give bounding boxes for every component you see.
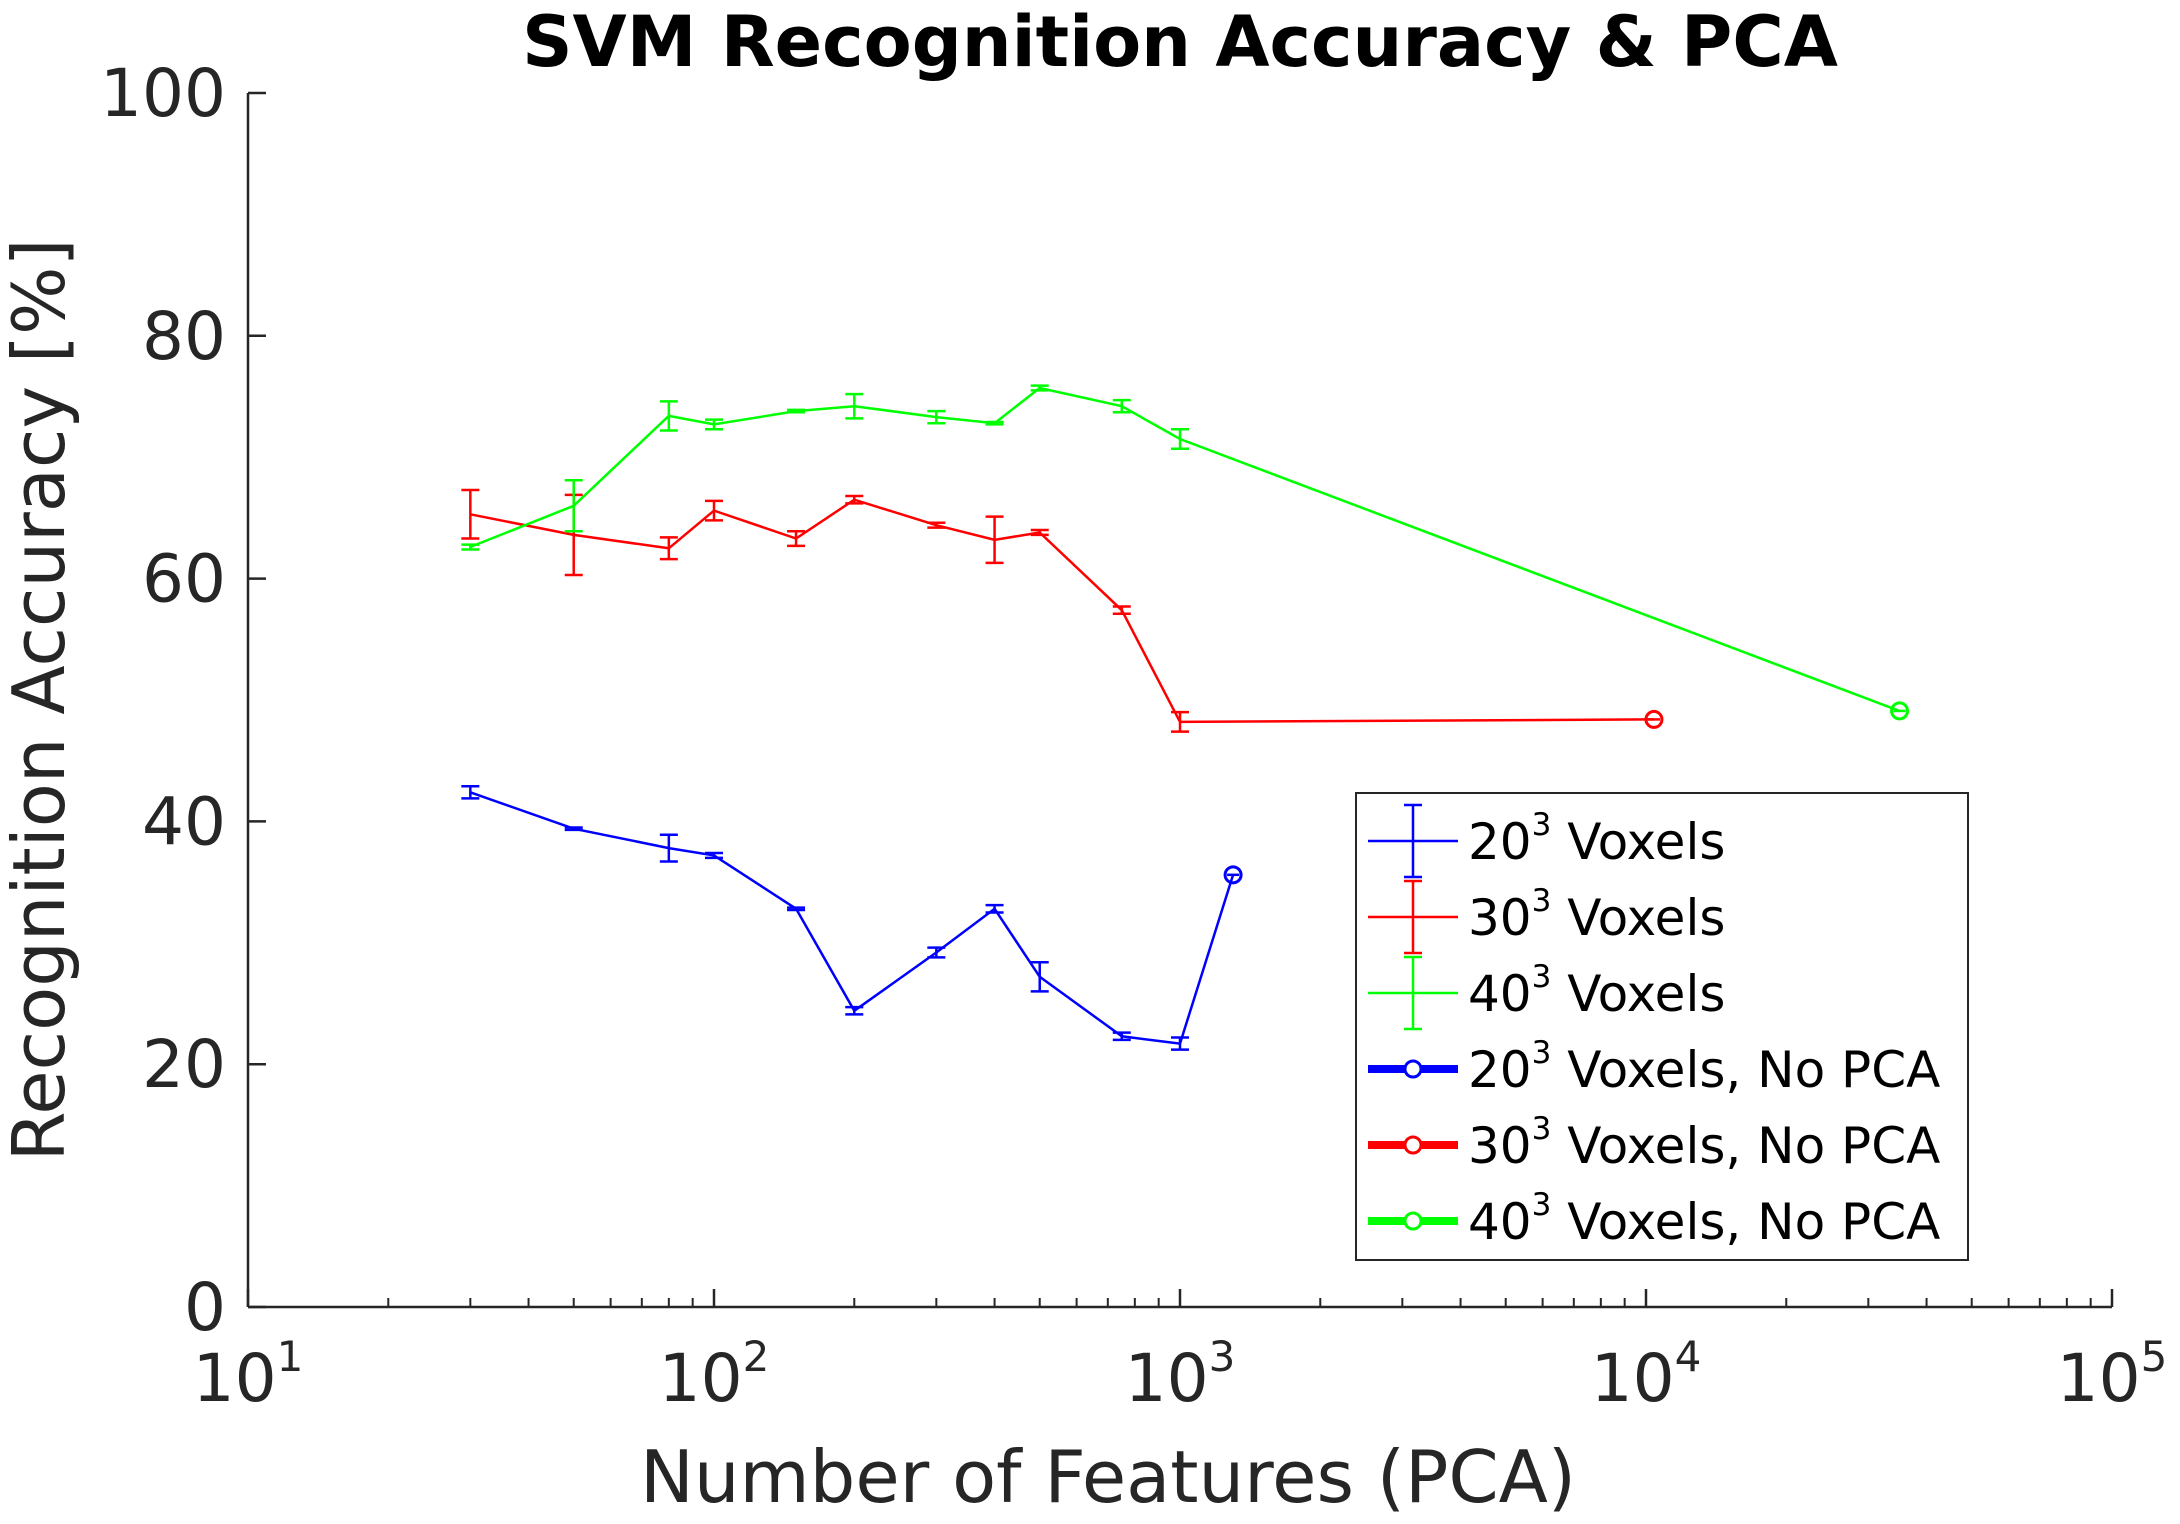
series-line xyxy=(469,386,1900,713)
series-errorbar xyxy=(461,488,1654,733)
plot-axes: 0 20 40 60 80 100 101 102 103 104 105 xyxy=(100,55,2167,1417)
chart-title: SVM Recognition Accuracy & PCA xyxy=(522,1,1838,83)
series-errorbar xyxy=(461,784,1235,1051)
no-pca-marker xyxy=(1223,865,1243,885)
x-axis-label: Number of Features (PCA) xyxy=(640,1435,1576,1519)
y-tick-label: 40 xyxy=(142,783,226,860)
y-tick-label: 20 xyxy=(142,1026,226,1103)
y-axis-label: Recognition Accuracy [%] xyxy=(0,238,81,1161)
x-tick-label: 104 xyxy=(1591,1332,1702,1417)
legend-label: 403 Voxels xyxy=(1468,959,1725,1023)
plot-series xyxy=(461,384,1910,1051)
legend-marker xyxy=(1403,1135,1423,1155)
x-tick-label: 103 xyxy=(1125,1332,1236,1417)
legend-label: 203 Voxels xyxy=(1468,807,1725,871)
x-tick-label: 102 xyxy=(659,1332,770,1417)
series-errorbar xyxy=(461,384,1900,713)
y-tick-label: 100 xyxy=(100,55,226,132)
y-tick-label: 0 xyxy=(184,1269,226,1346)
legend-label: 303 Voxels, No PCA xyxy=(1468,1111,1940,1175)
y-tick-label: 80 xyxy=(142,298,226,375)
no-pca-marker xyxy=(1644,709,1664,729)
legend-label: 403 Voxels, No PCA xyxy=(1468,1187,1940,1251)
x-tick-label: 105 xyxy=(2057,1332,2168,1417)
y-tick-label: 60 xyxy=(142,541,226,618)
no-pca-marker xyxy=(1890,701,1910,721)
series-line xyxy=(469,791,1235,1045)
series-line xyxy=(470,498,1654,724)
legend-label: 203 Voxels, No PCA xyxy=(1468,1035,1940,1099)
legend-label: 303 Voxels xyxy=(1468,883,1725,947)
legend-marker xyxy=(1403,1211,1423,1231)
legend-marker xyxy=(1403,1059,1423,1079)
legend: 203 Voxels 303 Voxels 403 Voxels 203 Voxels… xyxy=(1355,792,1969,1261)
x-tick-label: 101 xyxy=(193,1332,304,1417)
legend-box xyxy=(1355,792,1969,1261)
